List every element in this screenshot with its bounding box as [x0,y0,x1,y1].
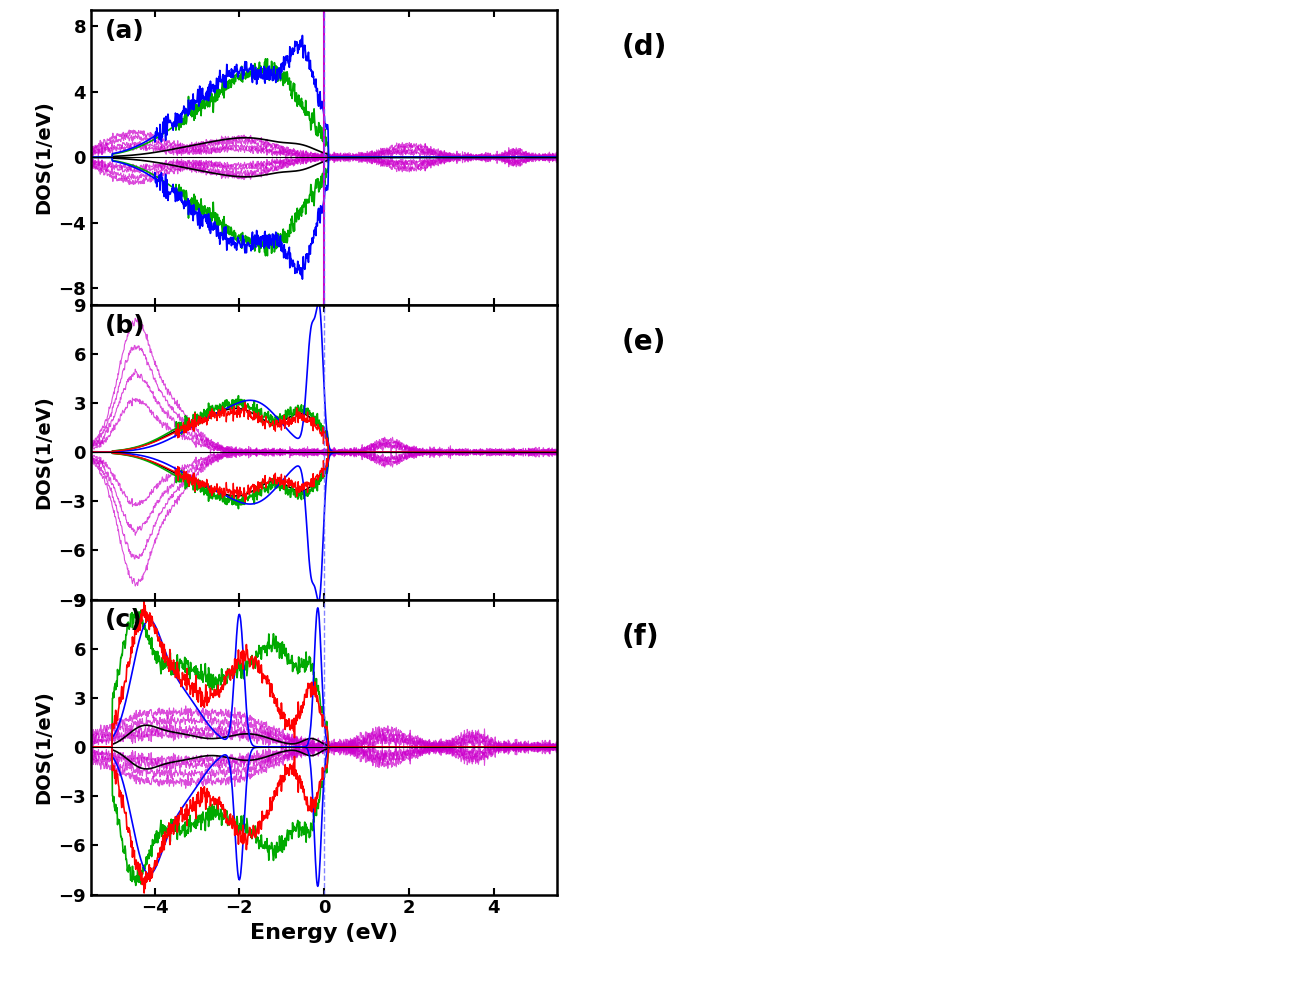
Text: (f): (f) [621,623,659,651]
Text: (d): (d) [621,33,666,61]
Y-axis label: DOS(1/eV): DOS(1/eV) [34,395,53,509]
Text: (c): (c) [105,608,143,632]
Text: (b): (b) [105,314,145,337]
Y-axis label: DOS(1/eV): DOS(1/eV) [34,100,53,214]
Y-axis label: DOS(1/eV): DOS(1/eV) [34,690,53,804]
Text: (e): (e) [621,328,666,356]
X-axis label: Energy (eV): Energy (eV) [251,923,397,943]
Text: (a): (a) [105,19,144,42]
